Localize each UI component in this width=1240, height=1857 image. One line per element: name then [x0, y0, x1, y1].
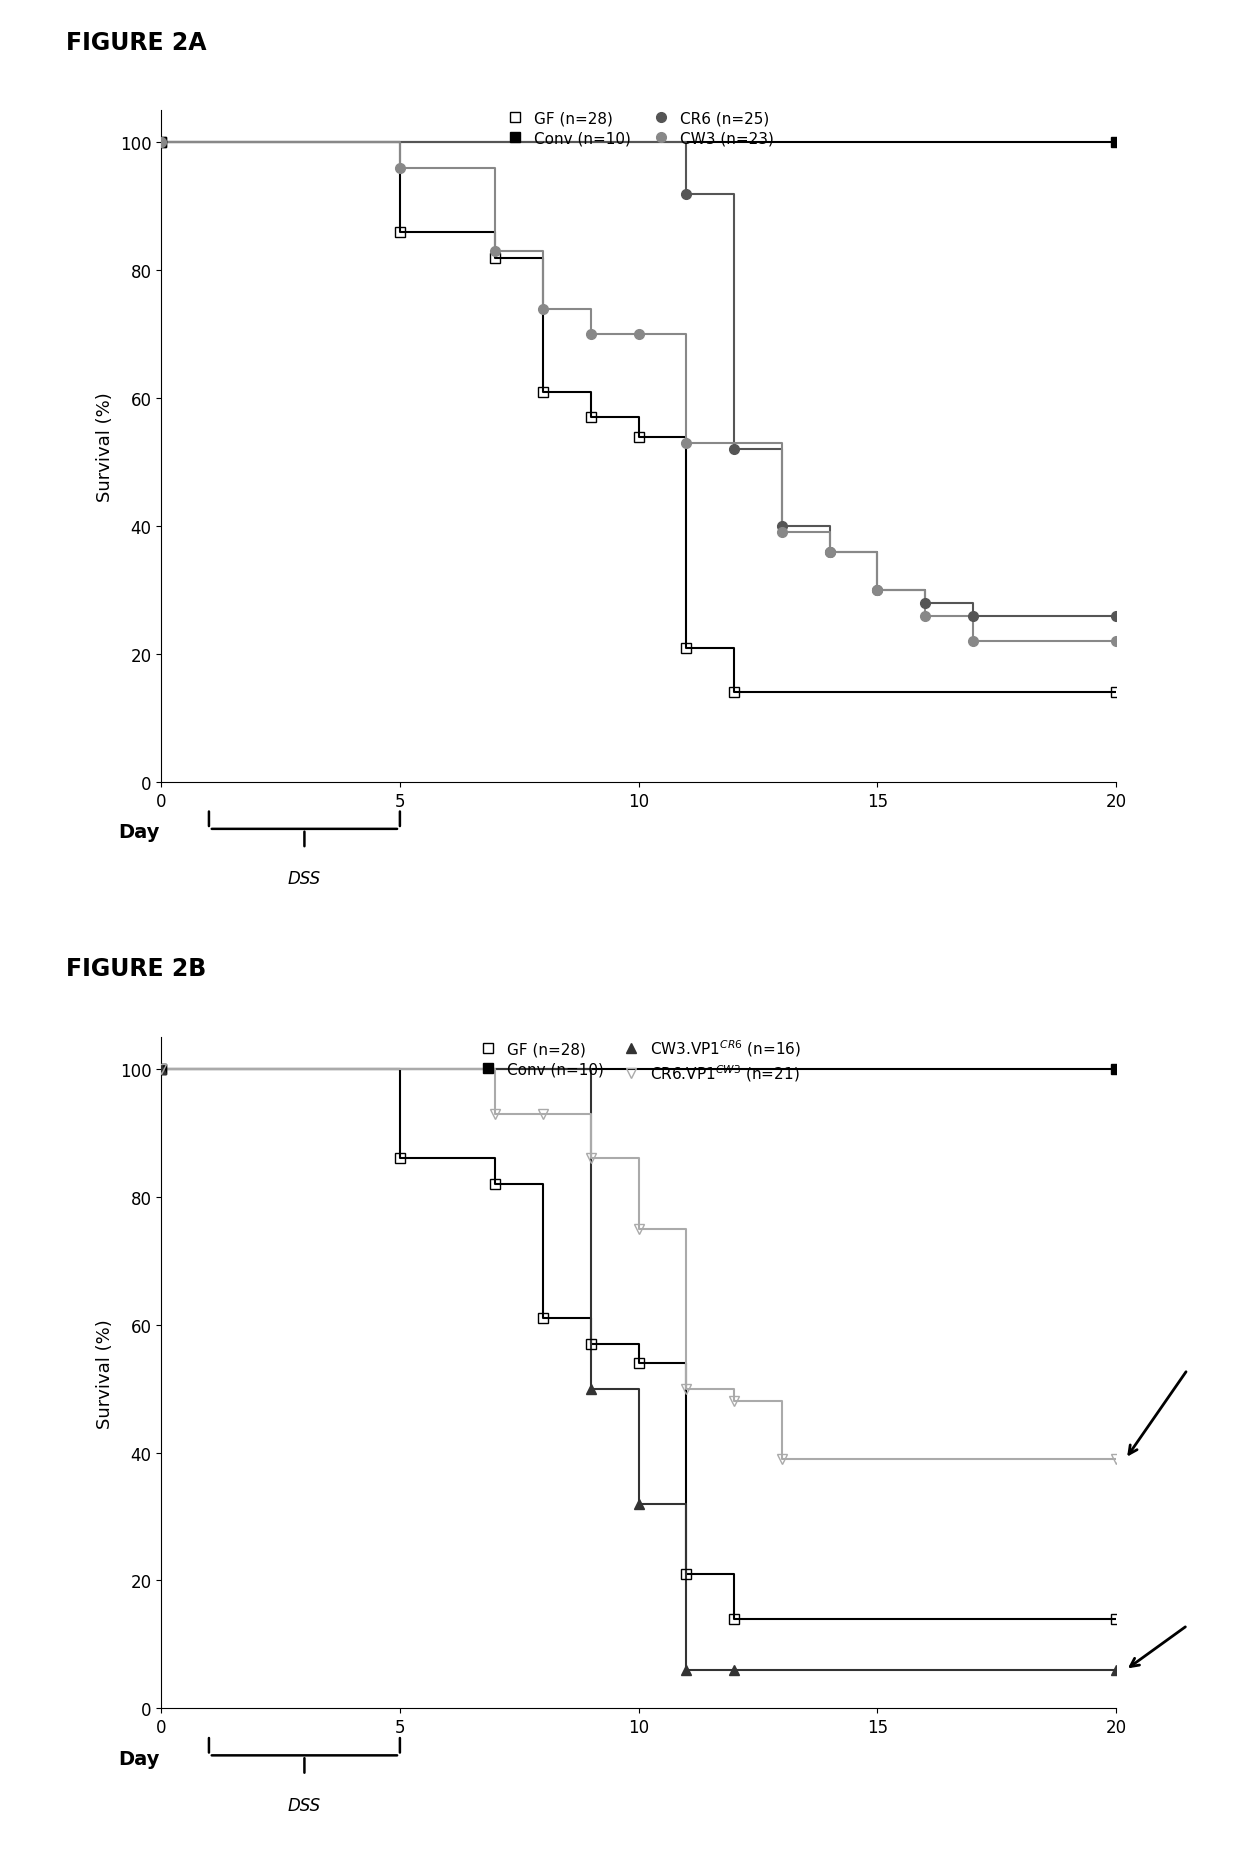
- CR6.VP1$^{CW3}$ (n=21): [774, 1448, 790, 1471]
- GF (n=28): [584, 1333, 599, 1356]
- CW3.VP1$^{CR6}$ (n=16): [680, 1658, 694, 1681]
- Y-axis label: Survival (%): Survival (%): [97, 1318, 114, 1428]
- Line: GF (n=28): GF (n=28): [156, 1064, 1121, 1623]
- Line: CW3 (n=23): CW3 (n=23): [156, 139, 1121, 646]
- Line: GF (n=28): GF (n=28): [156, 139, 1121, 698]
- GF (n=28): [489, 1174, 503, 1196]
- Legend: GF (n=28), Conv (n=10), CR6 (n=25), CW3 (n=23): GF (n=28), Conv (n=10), CR6 (n=25), CW3 …: [497, 106, 780, 152]
- Legend: GF (n=28), Conv (n=10), CW3.VP1$^{CR6}$ (n=16), CR6.VP1$^{CW3}$ (n=21): GF (n=28), Conv (n=10), CW3.VP1$^{CR6}$ …: [470, 1032, 807, 1090]
- CR6.VP1$^{CW3}$ (n=21): [631, 1218, 646, 1240]
- GF (n=28): [727, 1608, 742, 1630]
- GF (n=28): [536, 1307, 551, 1330]
- Text: DSS: DSS: [288, 869, 321, 888]
- GF (n=28): [392, 1148, 407, 1170]
- CW3.VP1$^{CR6}$ (n=16): [631, 1493, 646, 1515]
- CW3 (n=23): [631, 323, 646, 345]
- CR6 (n=25): [154, 132, 169, 154]
- CR6 (n=25): [870, 579, 885, 602]
- GF (n=28): [392, 221, 407, 243]
- Text: Day: Day: [119, 823, 160, 841]
- CR6.VP1$^{CW3}$ (n=21): [584, 1148, 599, 1170]
- CW3 (n=23): [536, 299, 551, 321]
- GF (n=28): [154, 1058, 169, 1081]
- CR6 (n=25): [774, 516, 790, 539]
- CW3.VP1$^{CR6}$ (n=16): [727, 1658, 742, 1681]
- CR6.VP1$^{CW3}$ (n=21): [727, 1391, 742, 1413]
- Text: FIGURE 2A: FIGURE 2A: [66, 32, 206, 56]
- CR6 (n=25): [822, 540, 837, 563]
- Line: CR6 (n=25): CR6 (n=25): [156, 139, 1121, 620]
- CW3 (n=23): [154, 132, 169, 154]
- GF (n=28): [631, 427, 646, 449]
- CR6 (n=25): [1109, 605, 1123, 628]
- CW3.VP1$^{CR6}$ (n=16): [1109, 1658, 1123, 1681]
- Text: FIGURE 2B: FIGURE 2B: [66, 956, 206, 980]
- GF (n=28): [536, 381, 551, 403]
- CR6 (n=25): [918, 592, 932, 615]
- CW3.VP1$^{CR6}$ (n=16): [154, 1058, 169, 1081]
- CW3 (n=23): [870, 579, 885, 602]
- CW3 (n=23): [489, 241, 503, 264]
- CR6.VP1$^{CW3}$ (n=21): [536, 1103, 551, 1125]
- CR6 (n=25): [680, 184, 694, 206]
- CR6.VP1$^{CW3}$ (n=21): [489, 1103, 503, 1125]
- Line: CR6.VP1$^{CW3}$ (n=21): CR6.VP1$^{CW3}$ (n=21): [156, 1064, 1121, 1463]
- Text: Day: Day: [119, 1749, 160, 1768]
- CW3 (n=23): [966, 631, 981, 654]
- CW3 (n=23): [774, 522, 790, 544]
- CR6 (n=25): [727, 438, 742, 461]
- GF (n=28): [680, 637, 694, 659]
- CW3 (n=23): [1109, 631, 1123, 654]
- CW3 (n=23): [822, 540, 837, 563]
- CW3.VP1$^{CR6}$ (n=16): [584, 1378, 599, 1400]
- CR6.VP1$^{CW3}$ (n=21): [680, 1378, 694, 1400]
- CR6.VP1$^{CW3}$ (n=21): [154, 1058, 169, 1081]
- CR6 (n=25): [966, 605, 981, 628]
- GF (n=28): [1109, 1608, 1123, 1630]
- GF (n=28): [727, 682, 742, 704]
- CW3 (n=23): [584, 323, 599, 345]
- GF (n=28): [680, 1564, 694, 1586]
- GF (n=28): [154, 132, 169, 154]
- GF (n=28): [631, 1352, 646, 1374]
- Line: CW3.VP1$^{CR6}$ (n=16): CW3.VP1$^{CR6}$ (n=16): [156, 1064, 1121, 1675]
- Y-axis label: Survival (%): Survival (%): [97, 392, 114, 501]
- CR6.VP1$^{CW3}$ (n=21): [1109, 1448, 1123, 1471]
- CW3 (n=23): [918, 605, 932, 628]
- GF (n=28): [1109, 682, 1123, 704]
- CW3 (n=23): [392, 158, 407, 180]
- GF (n=28): [489, 247, 503, 269]
- Text: DSS: DSS: [288, 1796, 321, 1814]
- GF (n=28): [584, 407, 599, 429]
- CW3 (n=23): [680, 433, 694, 455]
